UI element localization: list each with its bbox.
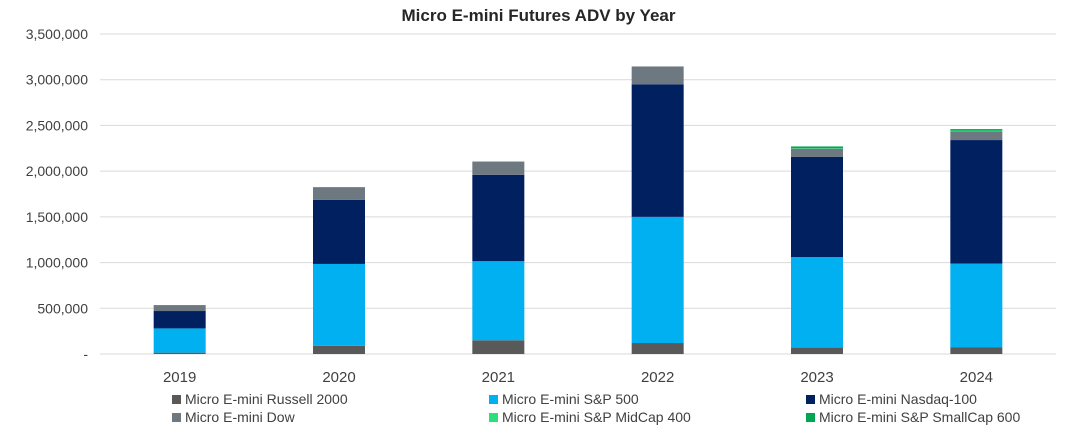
bar-segment bbox=[472, 161, 525, 175]
bar-segment bbox=[153, 352, 206, 354]
bar-segment bbox=[791, 347, 843, 354]
legend-label: Micro E-mini Russell 2000 bbox=[185, 391, 348, 407]
legend-item: Micro E-mini Nasdaq-100 bbox=[806, 391, 977, 407]
legend-label: Micro E-mini S&P MidCap 400 bbox=[502, 409, 691, 425]
legend-label: Micro E-mini Dow bbox=[185, 409, 296, 425]
bar-segment bbox=[950, 129, 1003, 131]
bar-segment bbox=[631, 84, 684, 217]
bar-segment bbox=[791, 257, 843, 348]
bar-segment bbox=[472, 261, 525, 341]
legend-swatch bbox=[172, 395, 181, 404]
bar-segment bbox=[313, 199, 365, 264]
bar-segment bbox=[631, 343, 684, 354]
chart-title: Micro E-mini Futures ADV by Year bbox=[401, 6, 676, 25]
legend-item: Micro E-mini S&P MidCap 400 bbox=[489, 409, 691, 425]
bar-segment bbox=[791, 146, 843, 149]
bar-segment bbox=[472, 340, 525, 354]
bar-segment bbox=[313, 187, 365, 200]
y-tick-label: 1,000,000 bbox=[26, 255, 88, 271]
x-tick-label: 2019 bbox=[163, 369, 196, 386]
bar-segment bbox=[631, 66, 684, 85]
legend-item: Micro E-mini S&P SmallCap 600 bbox=[806, 409, 1020, 425]
y-tick-label: 1,500,000 bbox=[26, 209, 88, 225]
bar-segment bbox=[791, 156, 843, 258]
bar-segment bbox=[950, 131, 1003, 141]
bar-segment bbox=[950, 347, 1003, 354]
y-tick-label: 2,000,000 bbox=[26, 163, 88, 179]
bar-segment bbox=[313, 345, 365, 354]
bar-segment bbox=[153, 311, 206, 329]
bar-segment bbox=[950, 263, 1003, 348]
legend-label: Micro E-mini S&P 500 bbox=[502, 391, 639, 407]
bar-segment bbox=[631, 216, 684, 344]
bar-segment bbox=[950, 130, 1003, 132]
bar-segment bbox=[153, 305, 206, 312]
bar-segment bbox=[313, 263, 365, 346]
legend-item: Micro E-mini S&P 500 bbox=[489, 391, 639, 407]
y-tick-label: 3,500,000 bbox=[26, 26, 88, 42]
legend-item: Micro E-mini Russell 2000 bbox=[172, 391, 348, 407]
legend-swatch bbox=[489, 413, 498, 422]
bar-segment bbox=[472, 174, 525, 262]
y-tick-label: 3,000,000 bbox=[26, 72, 88, 88]
y-tick-label: 500,000 bbox=[37, 300, 88, 316]
bar-segment bbox=[791, 148, 843, 157]
x-tick-label: 2022 bbox=[641, 369, 674, 386]
legend-label: Micro E-mini S&P SmallCap 600 bbox=[819, 409, 1020, 425]
legend-swatch bbox=[806, 413, 815, 422]
x-tick-label: 2024 bbox=[960, 369, 993, 386]
legend-swatch bbox=[172, 413, 181, 422]
y-tick-label: - bbox=[83, 346, 88, 362]
legend-swatch bbox=[489, 395, 498, 404]
bar-segment bbox=[153, 328, 206, 353]
x-tick-label: 2020 bbox=[322, 369, 355, 386]
x-tick-label: 2023 bbox=[800, 369, 833, 386]
y-tick-label: 2,500,000 bbox=[26, 117, 88, 133]
legend-swatch bbox=[806, 395, 815, 404]
legend-item: Micro E-mini Dow bbox=[172, 409, 296, 425]
bar-segment bbox=[950, 140, 1003, 264]
legend-label: Micro E-mini Nasdaq-100 bbox=[819, 391, 977, 407]
x-tick-label: 2021 bbox=[482, 369, 515, 386]
